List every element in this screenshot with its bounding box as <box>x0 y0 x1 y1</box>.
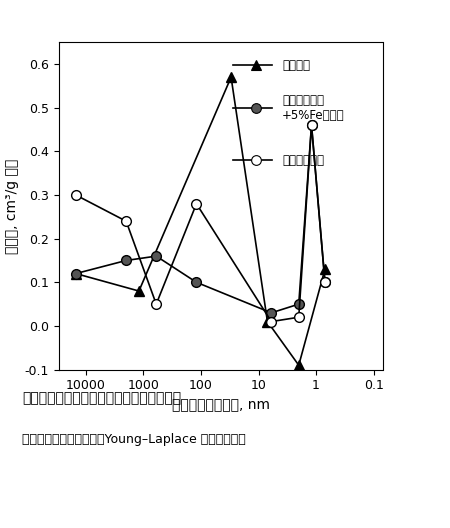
Text: 水田土壌: 水田土壌 <box>282 59 310 72</box>
Y-axis label: 孔隙量, cm³/g 粘土: 孔隙量, cm³/g 粘土 <box>5 158 19 253</box>
Text: 注）孔隙半径の計算にはYoung–Laplace 式を用いた。: 注）孔隙半径の計算にはYoung–Laplace 式を用いた。 <box>22 433 246 446</box>
Text: スメクタイト: スメクタイト <box>282 154 324 167</box>
X-axis label: 孔隙半径の計算値, nm: 孔隙半径の計算値, nm <box>171 398 270 412</box>
Text: スメクタイト
+5%Fe酸化物: スメクタイト +5%Fe酸化物 <box>282 93 345 122</box>
Text: 図３乾燥過程における試料の孔隙量の分布: 図３乾燥過程における試料の孔隙量の分布 <box>22 391 182 405</box>
